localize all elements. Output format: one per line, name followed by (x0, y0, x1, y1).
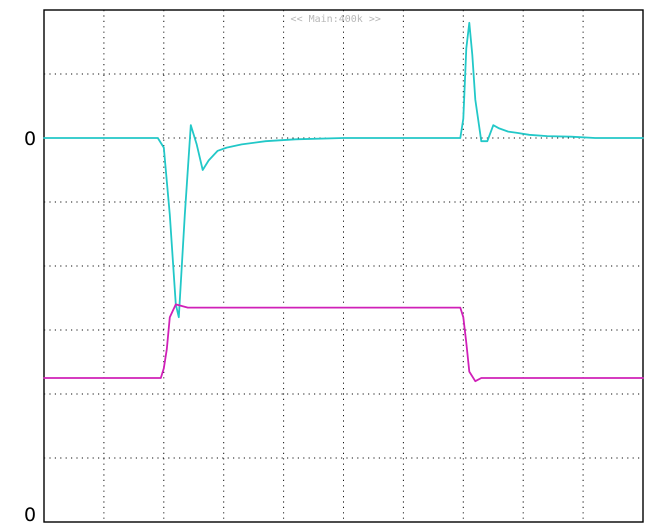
trace-channel-1 (43, 21, 644, 319)
grid (44, 10, 643, 522)
timebase-banner: << Main:400k >> (291, 14, 381, 25)
channel-labels: 00 (24, 128, 36, 525)
channel-label-2: 0 (24, 504, 36, 525)
channel-label-1: 0 (24, 128, 36, 150)
plot-frame (43, 9, 644, 523)
traces (43, 21, 644, 383)
trace-channel-2 (43, 303, 644, 383)
